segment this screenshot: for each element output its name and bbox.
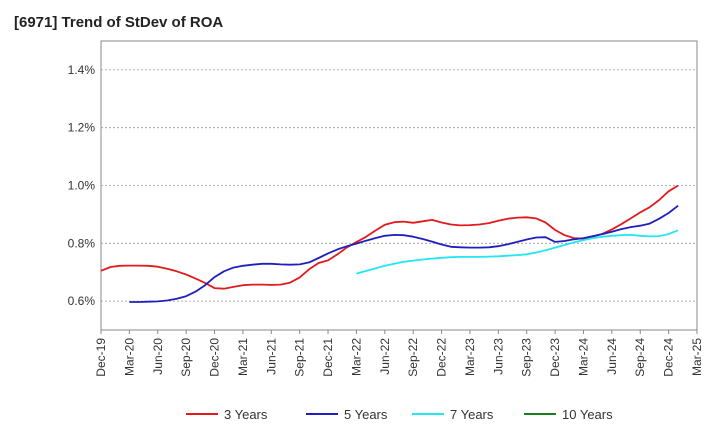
y-tick-label: 1.0% <box>68 179 96 193</box>
y-tick-label: 0.6% <box>68 294 96 308</box>
x-tick-label: Mar-21 <box>236 338 250 376</box>
x-tick-label: Sep-21 <box>293 338 307 377</box>
legend-label: 7 Years <box>450 407 494 422</box>
y-tick-label: 1.2% <box>68 121 96 135</box>
x-tick-label: Sep-24 <box>633 338 647 377</box>
y-tick-label: 1.4% <box>68 63 96 77</box>
x-tick-label: Sep-22 <box>406 338 420 377</box>
x-tick-label: Dec-23 <box>548 338 562 377</box>
x-tick-label: Dec-22 <box>435 338 449 377</box>
x-tick-label: Jun-20 <box>151 338 165 375</box>
x-tick-label: Jun-24 <box>605 338 619 375</box>
x-tick-label: Dec-24 <box>662 338 676 377</box>
x-tick-label: Jun-22 <box>378 338 392 375</box>
series-line-7-years <box>356 229 679 275</box>
x-tick-label: Jun-21 <box>264 338 278 375</box>
x-tick-label: Mar-24 <box>576 338 590 376</box>
x-tick-label: Sep-20 <box>179 338 193 377</box>
x-tick-label: Jun-23 <box>491 338 505 375</box>
x-tick-label: Dec-19 <box>94 338 108 377</box>
y-tick-label: 0.8% <box>68 236 96 250</box>
x-tick-label: Mar-25 <box>690 338 704 376</box>
x-tick-label: Mar-23 <box>463 338 477 376</box>
x-tick-label: Mar-22 <box>349 338 363 376</box>
legend-label: 3 Years <box>224 407 268 422</box>
x-tick-label: Mar-20 <box>122 338 136 376</box>
series-line-5-years <box>129 204 679 303</box>
legend-label: 10 Years <box>562 407 613 422</box>
chart-title: [6971] Trend of StDev of ROA <box>14 14 224 31</box>
legend-label: 5 Years <box>344 407 388 422</box>
x-tick-label: Sep-23 <box>520 338 534 377</box>
x-tick-label: Dec-21 <box>321 338 335 377</box>
x-tick-label: Dec-20 <box>208 338 222 377</box>
